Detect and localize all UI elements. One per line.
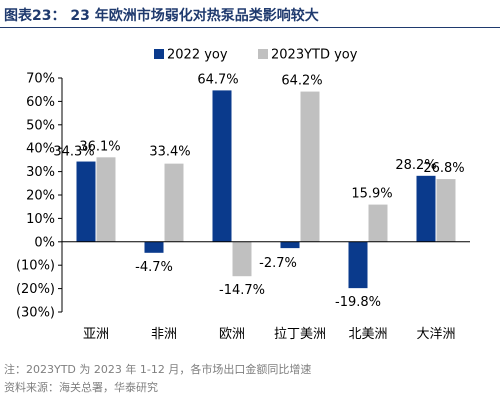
bar-2-3 [232,241,252,277]
y-tick-label: 50% [26,118,55,133]
bar-1-4 [280,241,300,249]
data-label-2-2: 33.4% [149,145,190,160]
x-tick-label: 非洲 [151,327,177,342]
bar-chart: 2022 yoy 2023YTD yoy 70% 60% 50% 40% 30% 20% 10%… [16,48,470,342]
y-tick-label: 70% [26,72,55,87]
data-label-2-4: 64.2% [281,74,322,89]
data-label-1-2: -4.7% [135,260,173,275]
y-tick-label: 0% [34,235,55,250]
legend-swatch-1 [154,49,164,59]
chart-source: 资料来源：海关总署，华泰研究 [4,381,158,394]
chart-area: 2022 yoy 2023YTD yoy 70% 60% 50% 40% 30% 20% 10%… [0,30,500,350]
data-label-2-5: 15.9% [351,187,392,202]
y-tick-label: (30%) [16,306,55,321]
x-tick-label: 拉丁美洲 [274,327,326,342]
chart-note: 注：2023YTD 为 2023 年 1-12 月，各市场出口金额同比增速 [4,363,312,376]
y-tick-label: (20%) [16,282,55,297]
data-label-2-3: -14.7% [219,283,265,298]
bar-2-4 [300,91,320,242]
data-label-1-3: 64.7% [197,72,238,87]
x-tick-label: 欧洲 [219,327,245,342]
bar-1-3 [212,90,232,242]
legend-swatch-2 [258,49,268,59]
y-tick-label: 30% [26,165,55,180]
bar-1-1 [76,161,96,242]
legend-label-2: 2023YTD yoy [271,48,358,63]
x-tick-label: 亚洲 [83,327,109,342]
y-tick-label: 20% [26,189,55,204]
bar-2-5 [368,204,388,242]
x-tick-label: 大洋洲 [416,327,455,342]
x-tick-label: 北美洲 [348,327,387,342]
y-tick-label: 40% [26,142,55,157]
y-tick-label: (10%) [16,259,55,274]
bar-2-1 [96,157,116,242]
bar-1-6 [416,175,436,242]
bar-1-2 [144,241,164,253]
y-tick-label: 10% [26,212,55,227]
data-label-1-5: -19.8% [335,295,381,310]
data-label-1-4: -2.7% [259,256,297,271]
bar-2-2 [164,163,184,242]
data-label-1-6: 28.2% [395,158,436,173]
title-bar: 图表23： 23 年欧洲市场弱化对热泵品类影响较大 [0,0,500,28]
data-label-2-1: 36.1% [79,139,120,154]
y-tick-label: 60% [26,95,55,110]
legend-label-1: 2022 yoy [167,48,228,63]
data-label-2-6: 26.8% [423,161,464,176]
data-label-1-1: 34.3% [53,145,94,160]
chart-title: 图表23： 23 年欧洲市场弱化对热泵品类影响较大 [4,8,319,24]
bar-1-5 [348,241,368,289]
bar-2-6 [436,179,456,242]
